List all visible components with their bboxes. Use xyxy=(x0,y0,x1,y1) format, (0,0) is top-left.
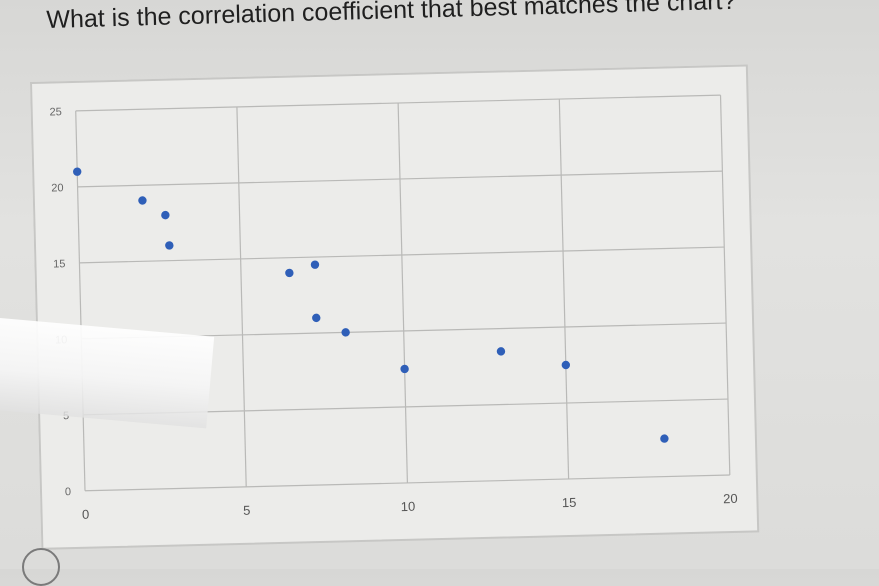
grid-line-horizontal xyxy=(75,94,721,112)
data-points xyxy=(73,167,669,443)
grid-line-horizontal xyxy=(77,170,723,188)
data-point xyxy=(400,364,409,374)
partial-circle-icon xyxy=(22,548,60,586)
data-point xyxy=(660,434,669,443)
x-tick-label: 0 xyxy=(82,507,90,522)
y-tick-label: 0 xyxy=(65,486,71,498)
x-tick-label: 5 xyxy=(243,503,251,518)
data-point xyxy=(73,167,82,176)
grid-line-horizontal xyxy=(84,474,730,492)
question-text: What is the correlation coefficient that… xyxy=(46,0,737,34)
x-tick-label: 20 xyxy=(723,491,738,506)
x-tick-label: 15 xyxy=(562,495,577,510)
grid-line-vertical xyxy=(719,95,731,476)
y-tick-label: 5 xyxy=(63,410,69,422)
scatter-chart: 0 5 10 15 20 0 5 10 15 20 25 xyxy=(30,64,760,550)
data-point xyxy=(138,196,147,205)
grid-line-vertical xyxy=(558,99,570,479)
data-point xyxy=(165,241,174,250)
scatter-chart-panel: 0 5 10 15 20 0 5 10 15 20 25 xyxy=(30,64,761,551)
grid-line-horizontal xyxy=(79,246,725,264)
y-tick-label: 25 xyxy=(49,106,62,118)
data-point xyxy=(341,328,350,337)
grid-line-vertical xyxy=(236,106,247,487)
data-point xyxy=(312,313,321,323)
grid-line-vertical xyxy=(397,102,409,483)
data-point xyxy=(310,260,320,269)
data-point xyxy=(285,268,294,278)
data-point xyxy=(496,347,506,356)
x-tick-label: 10 xyxy=(401,499,416,514)
y-tick-label: 20 xyxy=(51,182,64,194)
y-tick-label: 15 xyxy=(53,258,66,270)
data-point xyxy=(161,210,170,220)
chart-frame xyxy=(30,64,760,550)
data-point xyxy=(561,360,571,370)
y-tick-label: 10 xyxy=(55,334,68,346)
